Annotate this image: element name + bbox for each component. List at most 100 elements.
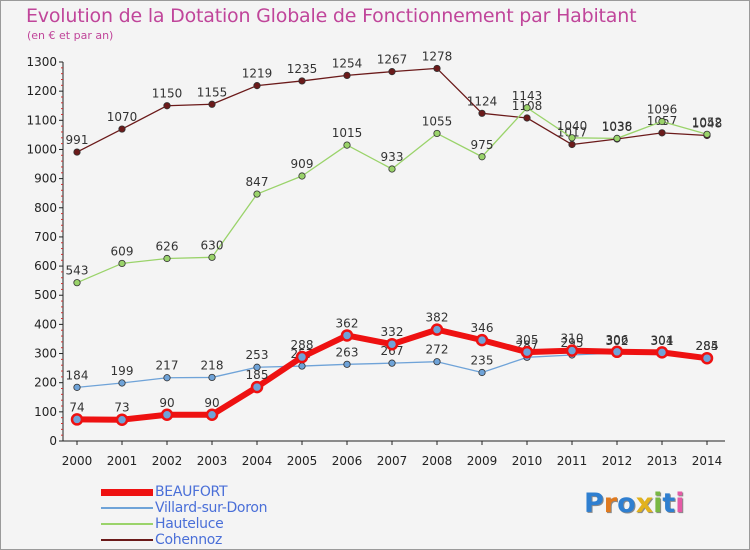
data-label: 346: [471, 321, 494, 335]
x-tick-label: 2011: [557, 454, 588, 468]
data-point: [610, 345, 624, 359]
data-label: 217: [156, 359, 179, 373]
data-label: 199: [111, 364, 134, 378]
data-label: 90: [204, 396, 219, 410]
data-label: 332: [381, 325, 404, 339]
data-point: [208, 373, 216, 382]
data-label: 1048: [692, 116, 723, 130]
legend-swatch: [101, 523, 153, 525]
data-label: 305: [516, 333, 539, 347]
data-point: [340, 329, 354, 342]
data-label: 1150: [152, 87, 183, 101]
y-tick-label: 1100: [26, 113, 57, 127]
data-label: 306: [606, 333, 629, 347]
y-tick-label: 300: [34, 347, 57, 361]
data-point: [295, 350, 309, 364]
x-tick-label: 2012: [602, 454, 633, 468]
x-tick-label: 2009: [467, 454, 498, 468]
y-tick-label: 700: [34, 230, 57, 244]
y-tick-label: 1000: [26, 142, 57, 156]
data-point: [658, 129, 666, 137]
data-point: [433, 129, 441, 138]
data-label: 933: [381, 150, 404, 164]
data-point: [613, 134, 621, 142]
y-tick-label: 600: [34, 259, 57, 273]
data-point: [343, 71, 351, 80]
data-point: [343, 141, 351, 149]
legend-swatch: [101, 488, 153, 496]
data-label: 301: [651, 334, 674, 348]
data-point: [703, 130, 711, 138]
x-tick-label: 2004: [242, 454, 273, 468]
y-tick-label: 400: [34, 317, 57, 331]
data-label: 1070: [107, 110, 138, 124]
data-label: 1052: [692, 115, 723, 129]
data-label: 382: [426, 311, 449, 325]
x-tick-label: 2013: [647, 454, 678, 468]
data-label: 285: [696, 339, 719, 353]
data-point: [655, 346, 669, 359]
data-label: 1143: [512, 89, 543, 103]
data-label: 1254: [332, 56, 363, 70]
x-tick-label: 2003: [197, 454, 228, 468]
x-tick-label: 2005: [287, 454, 318, 468]
data-point: [565, 344, 579, 357]
data-point: [163, 102, 171, 110]
data-label: 284: [696, 339, 719, 353]
data-label: 1036: [602, 120, 633, 134]
y-tick-label: 900: [34, 172, 57, 186]
data-label: 74: [69, 400, 84, 414]
x-tick-label: 2006: [332, 454, 363, 468]
data-point: [160, 408, 174, 422]
data-label: 288: [291, 338, 314, 352]
y-tick-label: 1300: [26, 55, 57, 69]
series-hauteluce: 543 609 626 630 847 909 1015 933 1055 975 1143 1040…: [66, 89, 723, 287]
data-label: 295: [561, 336, 584, 350]
data-point: [433, 358, 441, 366]
data-label: 185: [246, 368, 269, 382]
data-point: [163, 374, 171, 382]
data-label: 184: [66, 368, 89, 382]
data-point: [478, 368, 486, 377]
data-point: [208, 100, 216, 108]
legend-label: Villard-sur-Doron: [155, 500, 268, 516]
y-tick-label: 1200: [26, 84, 57, 98]
data-point: [475, 333, 489, 347]
data-point: [433, 64, 441, 73]
x-tick-label: 2001: [107, 454, 138, 468]
data-label: 543: [66, 264, 89, 278]
chart-title: Evolution de la Dotation Globale de Fonc…: [26, 5, 637, 27]
data-point: [73, 148, 81, 156]
data-point: [568, 134, 576, 142]
data-label: 267: [381, 344, 404, 358]
x-tick-label: 2008: [422, 454, 453, 468]
series-line: [76, 107, 708, 284]
data-label: 253: [246, 348, 269, 362]
data-label: 1278: [422, 49, 453, 63]
data-label: 362: [336, 316, 359, 330]
data-label: 235: [471, 353, 494, 367]
data-point: [70, 413, 84, 426]
data-point: [478, 109, 486, 117]
data-point: [115, 413, 129, 426]
data-point: [478, 153, 486, 161]
data-point: [430, 323, 444, 336]
data-point: [73, 383, 81, 391]
data-point: [523, 104, 531, 112]
data-label: 73: [114, 401, 129, 415]
series-beaufort: 74 73 90 90 185 288 362 332 382 346 305 310 306 304 28…: [69, 311, 719, 426]
data-label: 847: [246, 175, 269, 189]
data-label: 1155: [197, 85, 228, 99]
legend-label: BEAUFORT: [155, 484, 228, 500]
data-label: 630: [201, 238, 224, 252]
data-label: 272: [426, 343, 449, 357]
data-point: [253, 190, 261, 198]
data-point: [343, 360, 351, 368]
data-point: [298, 172, 306, 180]
data-point: [568, 140, 576, 149]
data-label: 1267: [377, 53, 408, 67]
data-point: [208, 253, 216, 261]
data-label: 626: [156, 239, 179, 253]
